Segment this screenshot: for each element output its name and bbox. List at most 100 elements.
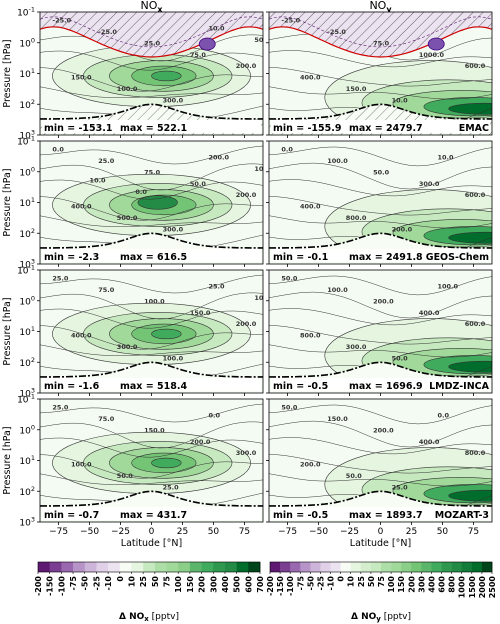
- panel-geos-chem-left-min: min = -2.3: [44, 252, 99, 263]
- panel-mozart-3-right-contour-label-1: 150.0: [327, 415, 348, 423]
- panel-lmdz-inca-left-contour-label-4: 200.0: [236, 320, 257, 328]
- colorbar-1-tick-label-9: 25: [357, 576, 366, 588]
- y-axis-label-2: Pressure [hPa]: [2, 297, 13, 365]
- panel-geos-chem-left-contour-label-4: 200.0: [236, 191, 257, 199]
- colorbar-0-frame: [37, 561, 261, 573]
- panel-lmdz-inca-right-tropopause: [269, 361, 492, 378]
- colorbar-0-tick-label-17: 500: [233, 576, 242, 593]
- panel-mozart-3-left-contour-4: [40, 473, 263, 485]
- colorbar-0-tick-label-19: 700: [256, 576, 265, 593]
- panel-emac-left-significance-line: [40, 26, 263, 58]
- panel-mozart-3-right-contour-label-8: 0.0: [437, 412, 449, 420]
- panel-emac-right-contour-label-0: -25.0: [281, 17, 300, 25]
- colorbar-1-tick-label-3: -75: [296, 576, 305, 591]
- panel-geos-chem-right-contour-label-2: 50.0: [373, 168, 390, 176]
- panel-geos-chem-left-ytick-label-0: 10-1: [17, 135, 35, 148]
- panel-lmdz-inca-left-contour-3: [40, 325, 263, 350]
- colorbar-1-tick-label-1: -150: [276, 576, 285, 596]
- colorbar-1-bin-21: [481, 562, 493, 572]
- panel-mozart-3-right-contour-label-6: 50.0: [346, 472, 363, 480]
- colorbar-1-bin-2: [290, 562, 301, 572]
- panel-geos-chem-right-contour-label-1: 100.0: [327, 157, 348, 165]
- panel-emac-left-minimum-marker: [198, 37, 216, 51]
- panel-geos-chem-right-contour-3: [269, 196, 492, 216]
- panel-geos-chem-left-contour-label-0: 0.0: [52, 146, 64, 154]
- colorbar-0-bin-7: [119, 562, 132, 572]
- panel-emac-left-contour-label-8: 10.0: [208, 25, 225, 33]
- colorbar-1-bin-6: [330, 562, 341, 572]
- colorbar-1-tick-label-15: 300: [417, 576, 426, 593]
- colorbar-1-bin-11: [381, 562, 392, 572]
- panel-emac-right-significance-line: [269, 26, 492, 58]
- colorbar-1-bin-3: [300, 562, 311, 572]
- panel-emac-left-contour-label-2: 25.0: [144, 39, 161, 47]
- y-axis-label-1: Pressure [hPa]: [2, 168, 13, 236]
- colorbar-0-tick-label-1: -150: [46, 576, 55, 596]
- panel-lmdz-inca-right-contour-1: [269, 291, 492, 319]
- panel-emac-right-negative-contour: [269, 16, 492, 48]
- panel-emac-left-contour-3: [40, 67, 263, 92]
- panel-geos-chem-right-tropopause: [269, 232, 492, 249]
- panel-geos-chem-right-model-name: GEOS-Chem: [426, 252, 489, 263]
- panel-lmdz-inca-left-ytick-label-1: 100: [19, 294, 35, 307]
- colorbar-1-bin-15: [421, 562, 432, 572]
- panel-lmdz-inca-right-contour-0: [269, 275, 492, 296]
- panel-lmdz-inca-left-min: min = -1.6: [44, 381, 100, 392]
- panel-lmdz-inca-right-contour-4: [269, 344, 492, 358]
- colorbar-1-bin-16: [431, 562, 442, 572]
- colorbar-1-tick-label-5: -25: [316, 576, 325, 591]
- panel-emac-right-contour-4: [269, 86, 492, 100]
- colorbar-1-tick-label-16: 400: [427, 576, 436, 593]
- panel-lmdz-inca-left-max: max = 518.4: [120, 381, 187, 392]
- panel-geos-chem-left-info-box: [42, 249, 261, 262]
- panel-geos-chem-right-level-5-line: [448, 231, 492, 244]
- colorbar-1-bin-13: [401, 562, 412, 572]
- panel-emac-right-model-name: EMAC: [459, 123, 489, 134]
- panel-mozart-3-right-contour-label-2: 200.0: [373, 426, 394, 434]
- colorbar-0-tick-label-7: 0: [116, 576, 125, 582]
- colorbar-0-bin-16: [224, 562, 237, 572]
- colorbar-1-tick-label-7: 0: [337, 576, 346, 582]
- panel-geos-chem-right-contour-label-7: 200.0: [392, 225, 413, 233]
- panel-emac-right-contour-label-4: 600.0: [465, 62, 486, 70]
- column-title-0: NOx: [140, 0, 163, 14]
- panel-emac-right-contour-2: [269, 50, 492, 68]
- panel-mozart-3-left-xtick-label-6: 75: [239, 527, 250, 537]
- panel-lmdz-inca-right-contour-2: [269, 308, 492, 326]
- colorbar-1-bin-17: [441, 562, 452, 572]
- panel-lmdz-inca-right-contour-label-8: 100.0: [437, 283, 458, 291]
- panel-mozart-3-left-contour-label-1: 75.0: [98, 415, 115, 423]
- panel-mozart-3-right-model-name: MOZART-3: [435, 510, 489, 521]
- panel-lmdz-inca-left-level-5: [151, 329, 182, 339]
- panel-emac-left-contour-label-1: -25.0: [98, 28, 117, 36]
- panel-geos-chem-left-contour-label-6: 500.0: [117, 214, 138, 222]
- panel-geos-chem-right-contour-2: [269, 179, 492, 197]
- panel-emac-right-contour-label-7: 10.0: [392, 96, 409, 104]
- panel-lmdz-inca-right: 50.0 100.0 200.0 400.0 600.0 800.0 300.0 50.0 10…: [269, 270, 492, 393]
- panel-lmdz-inca-left-level-5-line: [151, 328, 182, 340]
- panel-lmdz-inca-left-ytick-label-2: 101: [19, 325, 35, 338]
- panel-emac-left-contour-label-0: -25.0: [52, 17, 71, 25]
- panel-geos-chem-left-contour-label-9: 100.0: [254, 165, 275, 173]
- panel-mozart-3-right-min: min = -0.5: [273, 510, 328, 521]
- colorbar-1-bin-0: [270, 562, 281, 572]
- colorbar-1-bin-5: [320, 562, 331, 572]
- panel-mozart-3-left-ytick-label-3: 102: [19, 485, 35, 498]
- panel-emac-left-ytick-label-0: 10-1: [17, 6, 35, 19]
- panel-lmdz-inca-right-contour-label-6: 300.0: [346, 343, 367, 351]
- panel-geos-chem-right-contour-label-6: 800.0: [346, 214, 367, 222]
- panel-emac-left-contour-label-3: 75.0: [190, 51, 207, 59]
- colorbar-0-tick-label-4: -50: [81, 576, 90, 591]
- panel-mozart-3-left-min: min = -0.7: [44, 510, 99, 521]
- panel-mozart-3-right-contour-4: [269, 473, 492, 487]
- panel-mozart-3-left-info-box: [42, 507, 261, 520]
- panel-emac-right-contour-label-3: 1000.0: [419, 51, 445, 59]
- colorbar-1-tick-label-18: 800: [448, 576, 457, 593]
- panel-mozart-3-left-contour-label-5: 100.0: [71, 461, 92, 469]
- colorbar-0-label: Δ NOx [pptv]: [119, 612, 179, 623]
- panel-geos-chem-right-contour-label-8: 10.0: [437, 154, 454, 162]
- panel-lmdz-inca-left-contour-label-0: 25.0: [52, 275, 69, 283]
- panel-lmdz-inca-left-ytick-label-3: 102: [19, 356, 35, 369]
- panel-lmdz-inca-left-contour-label-5: 400.0: [71, 332, 92, 340]
- panel-mozart-3-right-xtick-label-5: 50: [437, 527, 449, 537]
